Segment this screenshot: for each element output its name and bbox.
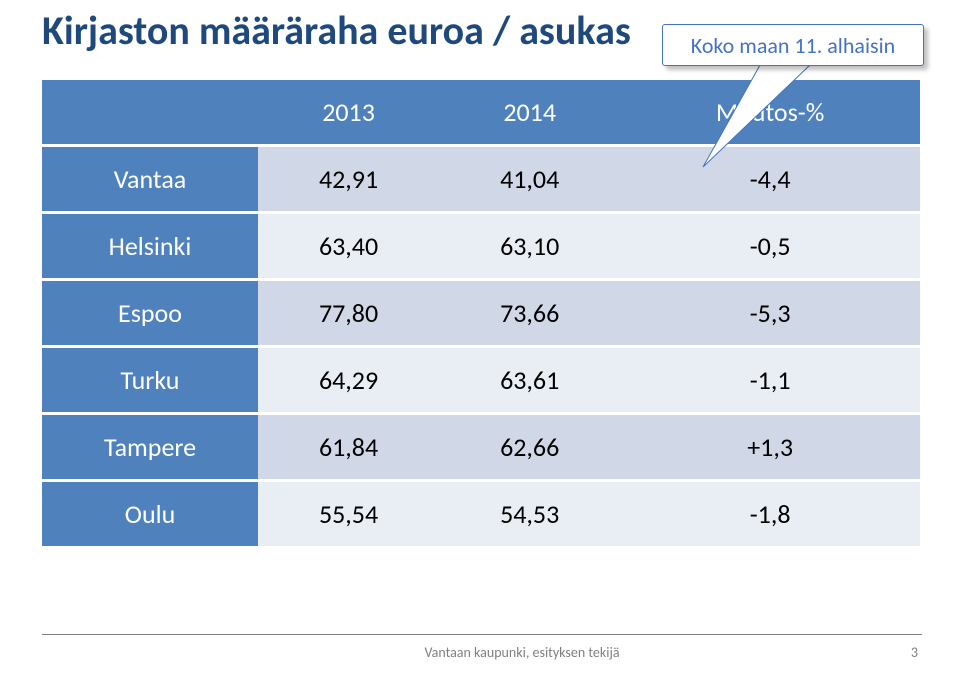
cell: 55,54 [258, 481, 439, 548]
cell: 61,84 [258, 414, 439, 481]
cell: 73,66 [439, 280, 620, 347]
table-row: Espoo 77,80 73,66 -5,3 [42, 280, 920, 347]
row-label: Vantaa [42, 146, 258, 213]
row-label: Oulu [42, 481, 258, 548]
row-label: Helsinki [42, 213, 258, 280]
cell: -1,1 [620, 347, 920, 414]
cell: 63,10 [439, 213, 620, 280]
callout-text: Koko maan 11. alhaisin [691, 32, 895, 59]
table-row: Helsinki 63,40 63,10 -0,5 [42, 213, 920, 280]
cell: 42,91 [258, 146, 439, 213]
cell: 41,04 [439, 146, 620, 213]
table-row: Oulu 55,54 54,53 -1,8 [42, 481, 920, 548]
cell: 77,80 [258, 280, 439, 347]
callout-pointer [700, 62, 820, 172]
cell: +1,3 [620, 414, 920, 481]
table-row: Turku 64,29 63,61 -1,1 [42, 347, 920, 414]
row-label: Espoo [42, 280, 258, 347]
page-number: 3 [911, 644, 918, 661]
col-header-2014: 2014 [439, 80, 620, 146]
col-header-2013: 2013 [258, 80, 439, 146]
cell: 54,53 [439, 481, 620, 548]
table-row: Tampere 61,84 62,66 +1,3 [42, 414, 920, 481]
footer-divider [42, 634, 922, 635]
cell: -1,8 [620, 481, 920, 548]
cell: 64,29 [258, 347, 439, 414]
row-label: Tampere [42, 414, 258, 481]
cell: 63,40 [258, 213, 439, 280]
footer-text: Vantaan kaupunki, esityksen tekijä [42, 644, 960, 661]
cell: -0,5 [620, 213, 920, 280]
col-header-blank [42, 80, 258, 146]
row-label: Turku [42, 347, 258, 414]
cell: 63,61 [439, 347, 620, 414]
callout-box: Koko maan 11. alhaisin [662, 24, 924, 66]
cell: -5,3 [620, 280, 920, 347]
cell: 62,66 [439, 414, 620, 481]
